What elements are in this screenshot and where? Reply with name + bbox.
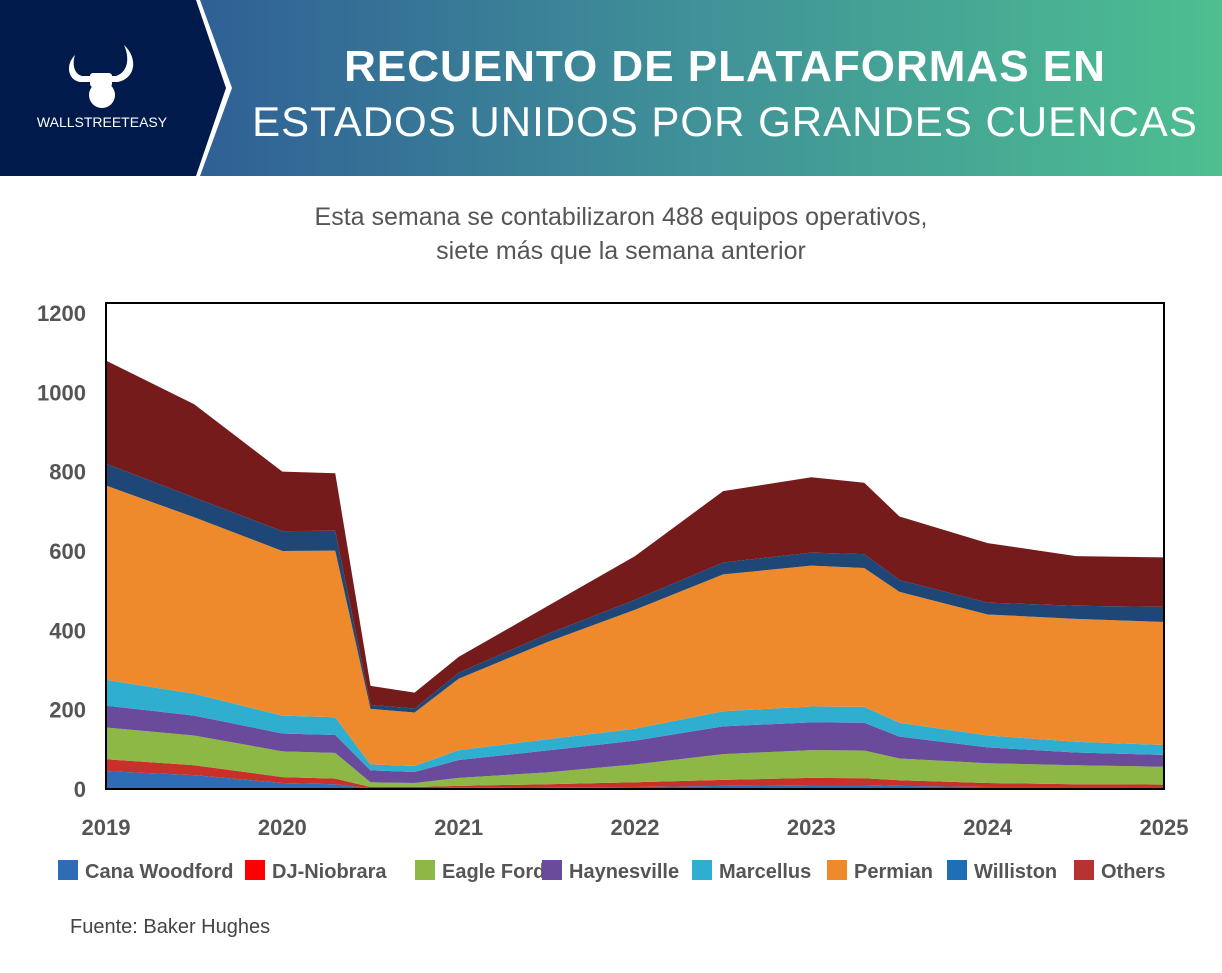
- header-banner: WALLSTREETEASY RECUENTO DE PLATAFORMAS E…: [0, 0, 1222, 176]
- area-haynesville: [106, 705, 1164, 784]
- legend-swatch: [58, 860, 78, 880]
- legend-label: DJ-Niobrara: [272, 861, 387, 883]
- chart-subtitle: Esta semana se contabilizaron 488 equipo…: [0, 200, 1222, 268]
- legend-label: Haynesville: [569, 861, 679, 883]
- subtitle-line-1: Esta semana se contabilizaron 488 equipo…: [314, 203, 928, 231]
- legend-item: Others: [1074, 860, 1165, 883]
- legend-item: Haynesville: [542, 860, 679, 883]
- y-tick-label: 800: [49, 460, 86, 485]
- area-cana-woodford: [106, 771, 1164, 789]
- x-tick-label: 2024: [963, 815, 1013, 840]
- legend-swatch: [827, 860, 847, 880]
- y-tick-label: 1200: [37, 301, 86, 326]
- legend-swatch: [542, 860, 562, 880]
- legend-swatch: [415, 860, 435, 880]
- x-tick-label: 2025: [1140, 815, 1189, 840]
- legend-label: Eagle Ford: [442, 861, 545, 883]
- plot-frame: [105, 302, 1165, 790]
- y-tick-label: 400: [49, 618, 86, 643]
- legend-item: Williston: [947, 860, 1057, 883]
- y-tick-label: 1000: [37, 380, 86, 405]
- legend-item: Permian: [827, 860, 933, 883]
- x-tick-label: 2021: [434, 815, 483, 840]
- legend-swatch: [692, 860, 712, 880]
- legend-swatch: [245, 860, 265, 880]
- stacked-area-chart: 0 200 400 600 800 1000 1200 2019 2020 2021 2022 202…: [37, 301, 1189, 883]
- area-others: [106, 360, 1164, 709]
- legend-swatch: [1074, 860, 1094, 880]
- legend-item: DJ-Niobrara: [245, 860, 387, 883]
- legend-swatch: [947, 860, 967, 880]
- area-marcellus: [106, 679, 1164, 772]
- subtitle-line-2: siete más que la semana anterior: [436, 237, 806, 265]
- source-note: Fuente: Baker Hughes: [70, 916, 271, 938]
- x-tick-label: 2019: [82, 815, 131, 840]
- area-eagle-ford: [106, 727, 1164, 788]
- legend-label: Cana Woodford: [85, 861, 234, 883]
- x-tick-label: 2022: [611, 815, 660, 840]
- legend-label: Permian: [854, 861, 933, 883]
- legend-item: Cana Woodford: [58, 860, 234, 883]
- logo-text: WALLSTREETEASY: [37, 114, 168, 130]
- area-permian: [106, 485, 1164, 766]
- bull-fist-logo-icon: [68, 45, 134, 108]
- legend-item: Eagle Ford: [415, 860, 545, 883]
- legend-label: Others: [1101, 861, 1165, 883]
- x-tick-label: 2020: [258, 815, 307, 840]
- logo-panel: WALLSTREETEASY: [0, 0, 232, 176]
- legend-label: Marcellus: [719, 861, 811, 883]
- y-tick-label: 600: [49, 539, 86, 564]
- title-line-1: RECUENTO DE PLATAFORMAS EN: [344, 42, 1106, 91]
- y-tick-label: 0: [74, 777, 86, 802]
- legend-item: Marcellus: [692, 860, 811, 883]
- x-tick-label: 2023: [787, 815, 836, 840]
- legend-label: Williston: [974, 861, 1057, 883]
- title-line-2: ESTADOS UNIDOS POR GRANDES CUENCAS: [252, 98, 1198, 145]
- area-dj-niobrara: [106, 759, 1164, 789]
- y-tick-label: 200: [49, 698, 86, 723]
